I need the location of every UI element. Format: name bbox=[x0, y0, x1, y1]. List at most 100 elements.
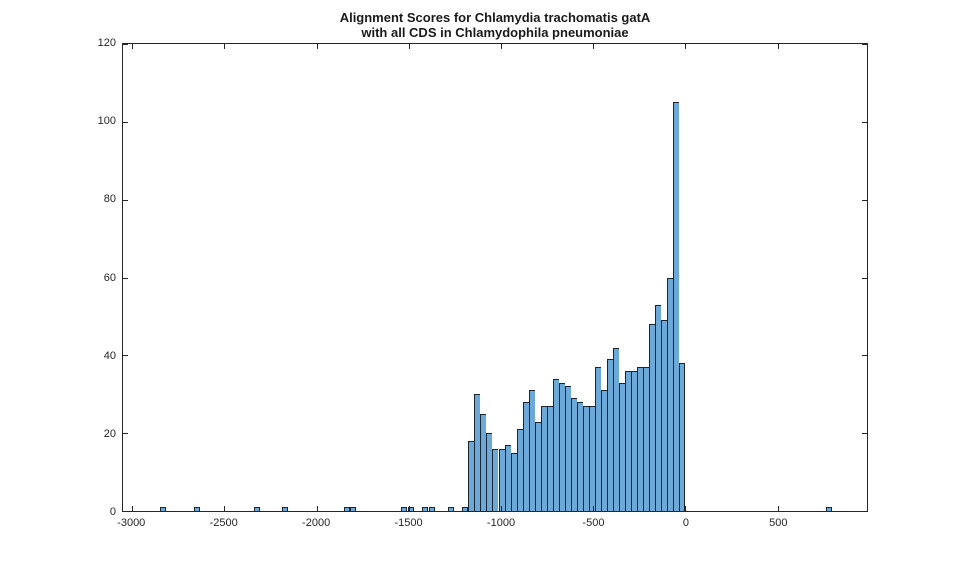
x-tick bbox=[500, 506, 502, 511]
histogram-bar bbox=[422, 507, 429, 511]
histogram-bar bbox=[613, 347, 620, 511]
x-tick bbox=[224, 44, 226, 49]
histogram-bar bbox=[486, 433, 493, 511]
histogram-bar bbox=[576, 402, 583, 511]
histogram-bar bbox=[546, 405, 553, 511]
histogram-bar bbox=[282, 507, 289, 511]
y-tick bbox=[862, 199, 867, 201]
x-tick-label: -2000 bbox=[302, 517, 331, 529]
y-tick bbox=[123, 277, 128, 279]
x-tick-label: 500 bbox=[769, 517, 788, 529]
histogram-bar bbox=[468, 440, 475, 511]
histogram-bar bbox=[344, 507, 351, 511]
histogram-bar bbox=[516, 429, 523, 511]
histogram-bar bbox=[570, 398, 577, 511]
x-tick-label: -2500 bbox=[209, 517, 238, 529]
chart-title-line-1: Alignment Scores for Chlamydia trachomat… bbox=[339, 10, 651, 25]
x-tick-label: 0 bbox=[682, 517, 689, 529]
histogram-bar bbox=[401, 507, 408, 511]
x-tick bbox=[500, 44, 502, 49]
histogram-bar bbox=[349, 507, 356, 511]
histogram-bar bbox=[594, 367, 601, 511]
histogram-bar bbox=[510, 452, 517, 511]
y-tick bbox=[123, 511, 128, 512]
histogram-bar bbox=[667, 277, 674, 511]
x-tick bbox=[408, 44, 410, 49]
histogram-bar bbox=[558, 382, 565, 511]
y-tick-label: 100 bbox=[97, 115, 116, 128]
histogram-bar bbox=[534, 421, 541, 511]
histogram-bar bbox=[607, 359, 614, 511]
histogram-bar bbox=[825, 507, 832, 511]
y-tick bbox=[862, 433, 867, 435]
x-tick bbox=[685, 44, 687, 49]
histogram-bar bbox=[462, 507, 469, 511]
y-tick bbox=[862, 44, 867, 45]
y-tick bbox=[123, 121, 128, 123]
histogram-bar bbox=[673, 102, 680, 511]
histogram-bar bbox=[564, 386, 571, 511]
histogram-bar bbox=[193, 507, 200, 511]
histogram-bar bbox=[448, 507, 455, 511]
y-tick-label: 0 bbox=[109, 506, 116, 518]
histogram-bar bbox=[631, 370, 638, 511]
y-tick-label: 60 bbox=[103, 271, 116, 284]
y-tick-label: 120 bbox=[97, 37, 116, 49]
histogram-bar bbox=[522, 402, 529, 511]
histogram-bar bbox=[428, 507, 435, 511]
histogram-bar bbox=[253, 507, 260, 511]
x-tick bbox=[132, 44, 134, 49]
histogram-bar bbox=[588, 405, 595, 511]
histogram-bar bbox=[601, 390, 608, 511]
x-tick bbox=[408, 506, 410, 511]
x-tick bbox=[777, 506, 779, 511]
histogram-bar bbox=[159, 507, 166, 511]
x-tick bbox=[316, 44, 318, 49]
histogram-bar bbox=[492, 448, 499, 511]
x-tick bbox=[593, 44, 595, 49]
histogram-bar bbox=[498, 448, 505, 511]
x-tick-label: -500 bbox=[582, 517, 605, 529]
y-tick-label: 40 bbox=[103, 349, 116, 362]
x-tick bbox=[132, 506, 134, 511]
histogram-bar bbox=[552, 378, 559, 511]
y-tick-label: 80 bbox=[103, 193, 116, 206]
x-tick bbox=[224, 506, 226, 511]
histogram-bar bbox=[655, 304, 662, 511]
histogram-bar bbox=[649, 324, 656, 511]
histogram-bar bbox=[504, 444, 511, 511]
chart-title-line-2: with all CDS in Chlamydophila pneumoniae bbox=[361, 25, 629, 40]
y-tick bbox=[123, 199, 128, 201]
histogram-bar bbox=[619, 382, 626, 511]
histogram-bar bbox=[582, 405, 589, 511]
histogram-bar bbox=[407, 507, 414, 511]
x-tick bbox=[593, 506, 595, 511]
x-tick-label: -1500 bbox=[394, 517, 423, 529]
histogram-bar bbox=[637, 367, 644, 511]
histogram-bar bbox=[679, 363, 686, 511]
plot-area bbox=[122, 43, 868, 512]
histogram-bar bbox=[625, 370, 632, 511]
y-tick bbox=[123, 44, 128, 45]
x-tick-label: -3000 bbox=[117, 517, 146, 529]
x-tick bbox=[316, 506, 318, 511]
histogram-bar bbox=[528, 390, 535, 511]
y-tick bbox=[123, 355, 128, 357]
histogram-bar bbox=[480, 413, 487, 511]
y-tick bbox=[862, 121, 867, 123]
x-tick bbox=[685, 506, 687, 511]
histogram-bar bbox=[474, 394, 481, 511]
x-tick-label: -1000 bbox=[486, 517, 516, 529]
y-tick-label: 20 bbox=[103, 427, 116, 440]
y-tick bbox=[862, 355, 867, 357]
histogram-bar bbox=[643, 367, 650, 511]
chart-title: Alignment Scores for Chlamydia trachomat… bbox=[122, 10, 868, 40]
histogram-bar bbox=[661, 320, 668, 511]
y-axis-labels: 0 20 40 60 80 100 120 bbox=[0, 37, 116, 518]
x-axis-labels: -3000 -2500 -2000 -1500 -1000 -500 0 500 bbox=[117, 517, 868, 533]
y-tick bbox=[862, 511, 867, 512]
y-tick bbox=[862, 277, 867, 279]
x-tick bbox=[777, 44, 779, 49]
histogram-bar bbox=[540, 405, 547, 511]
